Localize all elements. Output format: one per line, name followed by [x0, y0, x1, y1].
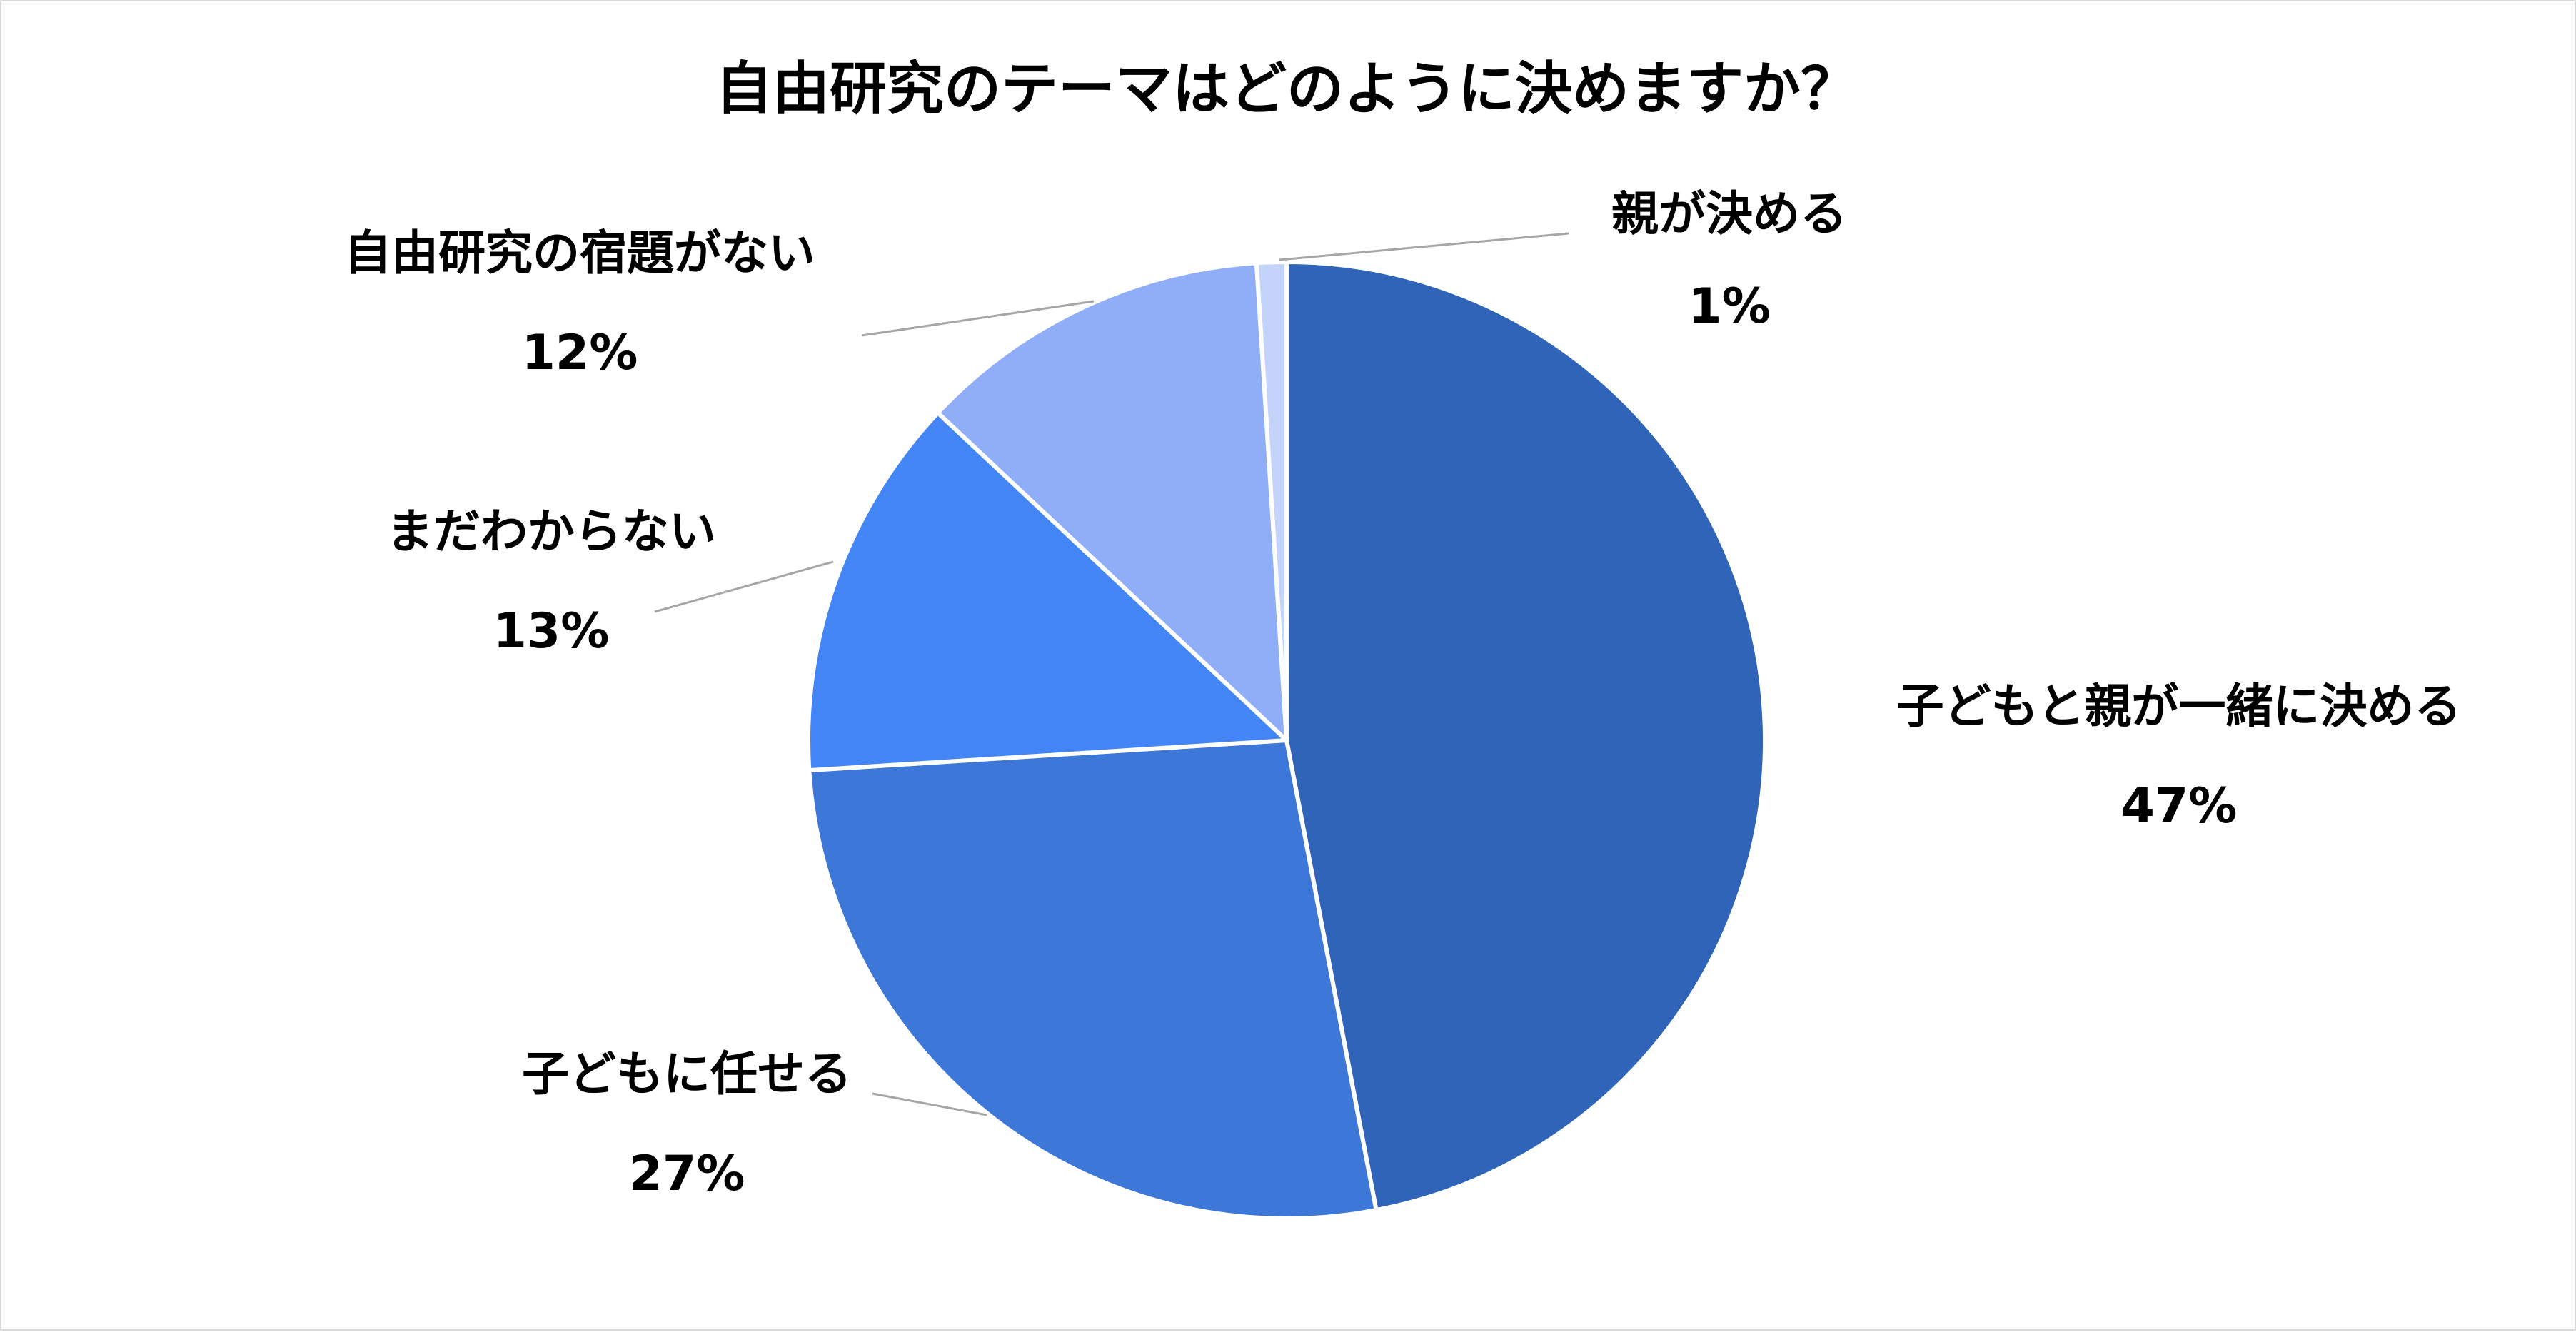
slice-category-label-1: 子どもと親が一緒に決める [1897, 679, 2462, 734]
slice-value-label-2: 27% [629, 1146, 745, 1202]
slice-category-label-2: 子どもに任せる [522, 1046, 852, 1101]
leader-line-5 [1279, 232, 1569, 261]
pie-slices [805, 260, 1767, 1221]
pie-slice-4 [935, 261, 1289, 742]
slice-value-label-1: 47% [2121, 778, 2238, 834]
slice-category-label-3: まだわからない [386, 504, 716, 559]
slice-category-label-5: 親が決める [1611, 186, 1847, 241]
slice-category-label-4: 自由研究の宿題がない [344, 226, 815, 281]
data-labels: 子どもと親が一緒に決める 47% 子どもに任せる 27% まだわからない 13% 自由研究の… [344, 186, 2461, 1202]
pie-slice-2 [807, 738, 1379, 1221]
leader-line-3 [654, 560, 834, 613]
pie-slice-5 [1254, 260, 1289, 742]
pie-slice-1 [1284, 260, 1767, 1213]
slice-value-label-4: 12% [522, 325, 638, 381]
slice-value-label-5: 1% [1688, 278, 1770, 335]
pie-slice-3 [805, 410, 1289, 773]
chart-title: 自由研究のテーマはどのように決めますか？ [715, 56, 1858, 122]
leader-line-2 [872, 1092, 987, 1116]
leader-lines [654, 232, 1569, 1116]
slice-value-label-3: 13% [493, 603, 610, 660]
leader-line-4 [861, 300, 1095, 337]
